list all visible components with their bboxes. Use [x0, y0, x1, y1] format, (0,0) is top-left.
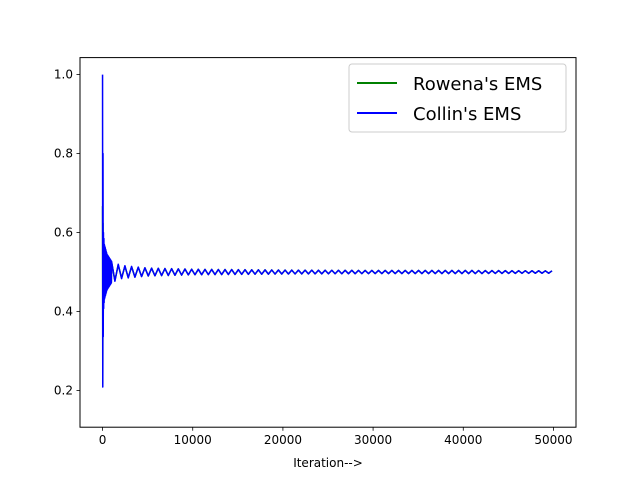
y-tick-label: 0.6: [54, 226, 73, 240]
x-tick-label: 0: [99, 433, 107, 447]
x-axis-ticks: 0 10000 20000 30000 40000 50000: [99, 427, 573, 447]
x-tick-label: 20000: [264, 433, 302, 447]
series-line-rowena: [101, 206, 553, 385]
x-tick-label: 50000: [534, 433, 572, 447]
legend-label-collin: Collin's EMS: [413, 104, 521, 125]
plot-frame: [79, 57, 577, 428]
x-tick-label: 30000: [354, 433, 392, 447]
y-tick-label: 0.4: [54, 305, 73, 319]
x-axis-label: Iteration-->: [293, 456, 363, 470]
series-line-collin: [101, 74, 553, 388]
series-layer: [101, 74, 553, 388]
y-axis-ticks: 0.2 0.4 0.6 0.8 1.0: [54, 68, 80, 397]
x-tick-label: 10000: [174, 433, 212, 447]
legend: Rowena's EMS Collin's EMS: [348, 63, 567, 133]
legend-label-rowena: Rowena's EMS: [413, 74, 542, 95]
y-tick-label: 0.8: [54, 147, 73, 161]
x-tick-label: 40000: [444, 433, 482, 447]
y-tick-label: 1.0: [54, 68, 73, 82]
y-tick-label: 0.2: [54, 383, 73, 397]
legend-box: [348, 63, 567, 133]
